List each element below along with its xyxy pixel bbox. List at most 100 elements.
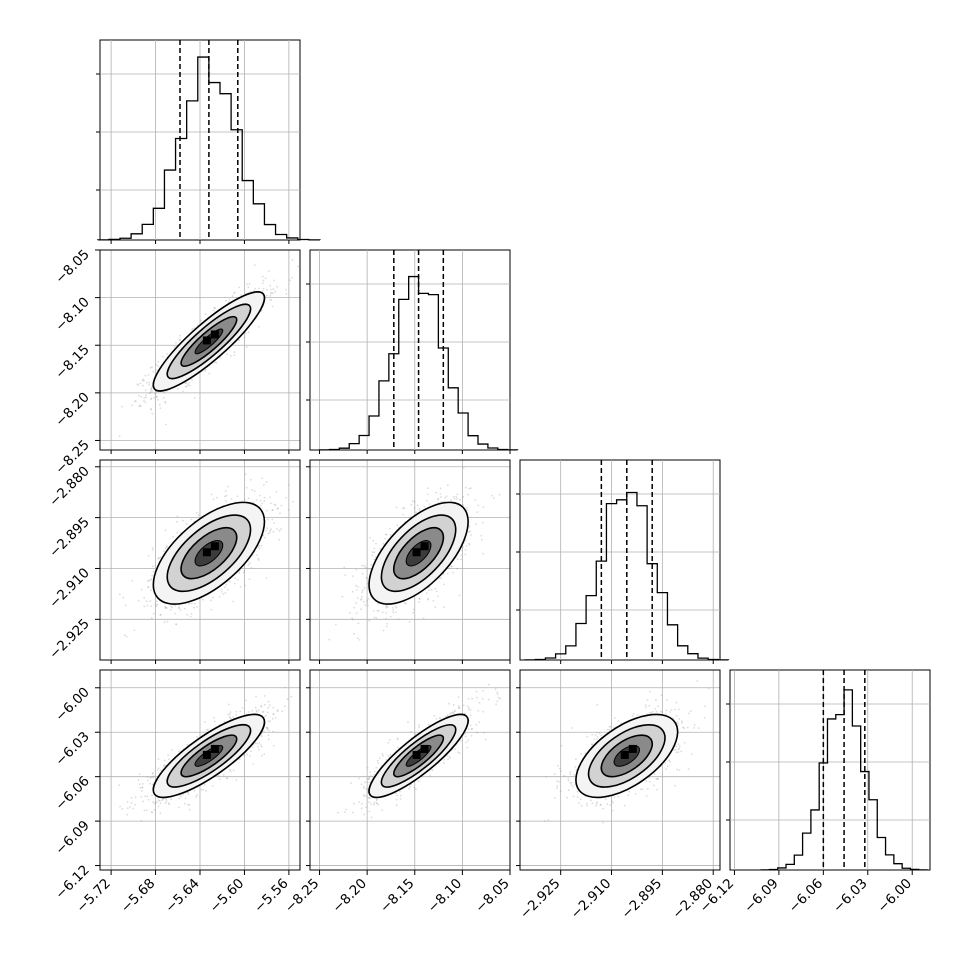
scatter-point — [250, 566, 253, 569]
scatter-point — [134, 803, 136, 806]
scatter-point — [176, 531, 179, 534]
scatter-point — [361, 564, 363, 567]
scatter-point — [121, 405, 123, 408]
scatter-point — [482, 521, 484, 524]
scatter-point — [426, 592, 428, 594]
scatter-point — [225, 494, 228, 497]
scatter-point — [273, 279, 276, 282]
scatter-point — [476, 511, 479, 513]
scatter-point — [156, 769, 159, 771]
scatter-point — [269, 294, 272, 297]
scatter-point — [148, 384, 151, 386]
scatter-point — [437, 497, 440, 500]
scatter-point — [482, 506, 485, 509]
scatter-point — [259, 499, 262, 502]
scatter-point — [147, 586, 150, 588]
scatter-point — [220, 591, 223, 593]
scatter-point — [435, 590, 438, 593]
scatter-point — [159, 556, 162, 559]
scatter-point — [211, 784, 214, 787]
scatter-point — [276, 528, 278, 530]
scatter-point — [150, 811, 153, 813]
scatter-point — [384, 537, 387, 540]
scatter-point — [134, 796, 137, 799]
scatter-point — [266, 288, 268, 291]
histogram-panel-4 — [726, 669, 931, 871]
scatter-point — [275, 490, 278, 493]
scatter-point — [498, 493, 501, 496]
scatter-point — [423, 505, 426, 508]
scatter-point — [251, 489, 253, 491]
scatter-point — [465, 545, 468, 547]
scatter-point — [146, 381, 148, 384]
scatter-point — [267, 532, 270, 535]
scatter-point — [219, 356, 221, 359]
scatter-point — [227, 301, 230, 303]
scatter-point — [163, 391, 166, 394]
scatter-point — [214, 307, 217, 310]
scatter-point — [200, 319, 203, 322]
scatter-point — [266, 726, 268, 729]
scatter-point — [188, 602, 191, 605]
scatter-point — [189, 615, 192, 618]
panel-frame — [309, 249, 511, 451]
scatter-point — [349, 612, 351, 614]
scatter-point — [266, 727, 269, 730]
scatter-point — [265, 529, 267, 532]
scatter-point — [360, 598, 363, 600]
scatter-point — [261, 290, 264, 292]
scatter-point — [151, 390, 154, 393]
scatter-point — [291, 259, 294, 262]
scatter-point — [256, 554, 258, 556]
scatter-point — [137, 384, 140, 387]
scatter-point — [267, 711, 269, 714]
scatter-point — [344, 574, 347, 576]
scatter-point — [410, 503, 413, 506]
scatter-point — [482, 552, 484, 555]
scatter-point — [341, 595, 344, 598]
scatter-point — [355, 612, 358, 615]
scatter-point — [160, 769, 163, 772]
scatter-point — [157, 365, 160, 368]
scatter-point — [272, 713, 275, 716]
scatter-point — [443, 583, 446, 586]
scatter-point — [266, 527, 269, 530]
scatter-point — [351, 617, 353, 619]
scatter-point — [149, 391, 152, 394]
scatter-point — [403, 507, 406, 510]
scatter-point — [204, 721, 206, 723]
scatter-point — [395, 606, 398, 609]
scatter-point — [232, 769, 235, 772]
scatter-point — [480, 534, 483, 537]
scatter-point — [193, 397, 196, 399]
scatter-point — [191, 329, 193, 332]
scatter-point — [355, 568, 358, 571]
scatter-point — [118, 435, 121, 438]
scatter-point — [446, 572, 449, 575]
scatter-point — [394, 605, 397, 608]
scatter-point — [151, 783, 154, 786]
scatter-point — [230, 498, 233, 500]
scatter-point — [185, 385, 188, 388]
scatter-point — [231, 295, 234, 297]
scatter-point — [133, 629, 136, 631]
scatter-point — [212, 309, 215, 312]
scatter-point — [464, 539, 467, 541]
scatter-point — [415, 511, 417, 514]
scatter-point — [165, 798, 167, 801]
scatter-point — [263, 753, 266, 756]
scatter-point — [267, 270, 270, 272]
scatter-point — [139, 382, 142, 385]
density-peak — [210, 542, 219, 551]
scatter-point — [261, 275, 264, 278]
scatter-point — [368, 619, 371, 622]
scatter-point — [185, 385, 188, 388]
scatter-point — [437, 595, 439, 598]
scatter-panel-3-2 — [309, 459, 511, 661]
scatter-point — [149, 366, 152, 369]
scatter-point — [280, 504, 283, 507]
scatter-point — [244, 332, 247, 335]
scatter-point — [155, 395, 158, 398]
scatter-point — [363, 564, 366, 567]
scatter-point — [426, 499, 428, 502]
